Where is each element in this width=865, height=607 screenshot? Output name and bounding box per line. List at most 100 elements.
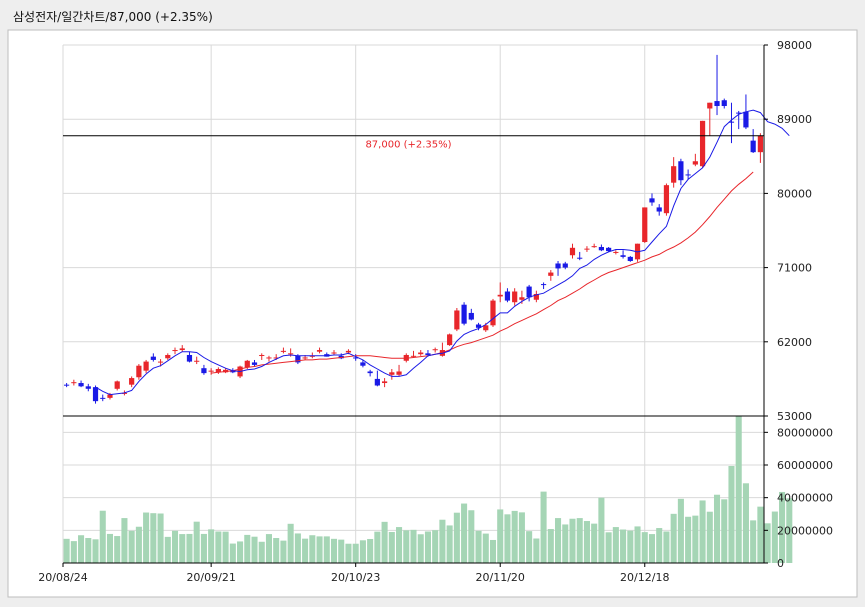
volume-bar xyxy=(396,527,403,563)
candle-body xyxy=(512,291,518,303)
candle-body xyxy=(381,381,388,384)
volume-bar xyxy=(504,514,511,563)
candle-body xyxy=(454,310,460,330)
volume-bar xyxy=(309,535,316,563)
candle-body xyxy=(721,100,727,107)
volume-bar xyxy=(482,533,489,563)
volume-bar xyxy=(461,503,468,563)
candle-body xyxy=(230,370,236,373)
candle-body xyxy=(497,294,503,297)
candle-body xyxy=(396,371,402,375)
candle-body xyxy=(663,185,670,214)
volume-bar xyxy=(388,531,395,563)
volume-bar xyxy=(591,523,598,563)
candle-body xyxy=(251,362,258,365)
candle-body xyxy=(736,112,742,114)
candle-body xyxy=(302,357,308,359)
volume-bar xyxy=(750,520,757,563)
volume-bar xyxy=(287,523,294,563)
volume-bar xyxy=(121,518,128,563)
volume-bar xyxy=(742,483,749,563)
volume-bar xyxy=(280,540,287,563)
candle-body xyxy=(475,324,482,328)
candle-body xyxy=(562,263,568,268)
volume-bar xyxy=(237,541,244,563)
candle-body xyxy=(244,360,250,368)
candle-body xyxy=(656,207,662,212)
price-tick-label: 89000 xyxy=(777,113,812,126)
candle-body xyxy=(367,371,373,374)
candle-body xyxy=(425,353,431,355)
volume-bar xyxy=(70,541,77,563)
volume-bar xyxy=(547,529,554,563)
volume-bar xyxy=(699,500,706,563)
candle-body xyxy=(150,356,156,360)
volume-bar xyxy=(374,531,381,563)
volume-bar xyxy=(569,518,576,563)
volume-bar xyxy=(330,538,338,563)
volume-bar xyxy=(489,539,497,563)
volume-bar xyxy=(439,519,446,563)
candle-body xyxy=(483,325,489,331)
volume-bar xyxy=(641,532,648,563)
price-tick-label: 98000 xyxy=(777,39,812,52)
candle-body xyxy=(447,334,453,346)
date-tick-label: 20/10/23 xyxy=(331,571,380,584)
candle-body xyxy=(728,121,735,123)
volume-bar xyxy=(135,526,142,563)
candle-body xyxy=(64,384,70,386)
volume-tick-label: 20000000 xyxy=(777,524,833,537)
volume-bar xyxy=(735,415,742,563)
candle-body xyxy=(295,355,301,363)
candle-body xyxy=(490,300,496,326)
candle-body xyxy=(92,387,99,402)
volume-bar xyxy=(786,498,793,563)
volume-bar xyxy=(728,465,735,563)
candle-body xyxy=(215,369,221,373)
volume-bar xyxy=(273,538,280,563)
volume-bar xyxy=(692,515,699,563)
volume-bar xyxy=(106,533,114,563)
volume-bar xyxy=(265,534,272,563)
candle-body xyxy=(345,350,352,353)
current-price-label: 87,000 (+2.35%) xyxy=(365,140,451,151)
volume-bar xyxy=(518,512,525,563)
candle-body xyxy=(649,198,655,203)
candle-body xyxy=(121,392,128,394)
candle-body xyxy=(555,263,561,269)
volume-bar xyxy=(453,512,460,563)
volume-bar xyxy=(78,535,85,563)
candle-body xyxy=(540,284,547,286)
candle-body xyxy=(143,361,149,371)
volume-tick-label: 0 xyxy=(777,557,784,570)
candle-body xyxy=(627,256,633,262)
volume-bar xyxy=(648,534,656,563)
date-tick-label: 20/09/21 xyxy=(186,571,235,584)
volume-bar xyxy=(677,498,684,563)
candle-body xyxy=(569,247,576,256)
volume-bar xyxy=(540,491,547,563)
volume-bar xyxy=(432,530,439,563)
candle-body xyxy=(410,355,417,357)
candle-body xyxy=(374,378,380,386)
candle-body xyxy=(273,357,279,359)
candle-body xyxy=(201,368,207,374)
candle-body xyxy=(692,161,698,165)
candle-body xyxy=(165,354,171,359)
volume-bar xyxy=(128,530,135,563)
ma20-line xyxy=(211,171,754,374)
volume-bar xyxy=(338,539,345,563)
volume-bar xyxy=(605,532,612,563)
volume-bar xyxy=(323,536,330,563)
volume-bar xyxy=(562,524,569,563)
volume-bar xyxy=(171,530,179,563)
volume-bar xyxy=(403,530,410,563)
volume-bar xyxy=(345,543,352,563)
candle-body xyxy=(266,357,272,359)
candle-body xyxy=(194,360,200,362)
volume-bar xyxy=(771,511,778,563)
date-tick-label: 20/08/24 xyxy=(38,571,87,584)
candle-body xyxy=(78,383,84,387)
volume-bar xyxy=(92,539,99,563)
candle-body xyxy=(280,350,287,352)
